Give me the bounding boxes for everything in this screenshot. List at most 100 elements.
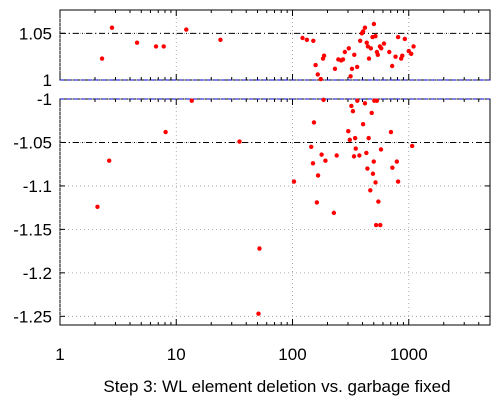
lower-data-point (350, 108, 356, 114)
upper-data-point (373, 33, 378, 39)
lower-data-point (371, 159, 376, 164)
lower-data-point (376, 199, 381, 204)
lower-data-point (346, 128, 351, 134)
lower-data-point (257, 246, 262, 251)
upper-data-point (389, 63, 395, 69)
upper-data-point (346, 46, 351, 51)
x-tick-label: 10 (167, 345, 186, 364)
upper-data-point (354, 64, 360, 70)
lower-data-point (315, 173, 321, 178)
upper-data-point (184, 27, 189, 32)
upper-data-point (218, 37, 223, 43)
upper-data-point (134, 40, 140, 45)
lower-data-point (319, 152, 324, 157)
upper-data-point (99, 56, 105, 61)
lower-data-point (355, 98, 360, 103)
lower-data-point (378, 147, 384, 152)
lower-data-point (369, 110, 374, 116)
lower-data-point (95, 204, 100, 209)
lower-data-point (314, 200, 320, 205)
lower-data-point (395, 179, 401, 184)
lower-data-point (353, 146, 358, 151)
lower-data-point (378, 222, 383, 228)
lower-data-point (351, 154, 357, 159)
lower-data-point (352, 135, 358, 141)
lower-data-point (321, 97, 326, 103)
lower-data-point (291, 179, 297, 184)
upper-data-point (368, 46, 374, 51)
x-tick-label: 100 (278, 345, 306, 364)
upper-data-point (364, 40, 369, 45)
upper-data-point (395, 34, 401, 40)
x-tick-label: 1 (55, 345, 64, 364)
lower-y-tick-label: -1.1 (23, 177, 52, 196)
upper-plot-frame (59, 9, 491, 81)
lower-data-point (366, 135, 371, 141)
upper-data-point (109, 25, 115, 30)
upper-data-point (352, 52, 357, 57)
upper-data-point (321, 53, 327, 58)
upper-data-point (315, 72, 320, 77)
lower-data-point (364, 150, 369, 156)
lower-data-point (374, 98, 380, 103)
lower-data-point (365, 166, 370, 171)
lower-y-tick-label: -1.05 (13, 133, 52, 152)
upper-data-point (387, 49, 392, 55)
x-axis: 1 10 100 1000 (55, 345, 427, 364)
upper-data-point (402, 36, 408, 42)
lower-data-point (331, 210, 337, 216)
upper-data-point (161, 44, 166, 49)
lower-data-point (360, 122, 366, 127)
lower-data-point (323, 158, 328, 163)
lower-data-point (373, 180, 378, 185)
x-tick-label: 1000 (390, 345, 428, 364)
upper-data-point (349, 66, 355, 72)
upper-data-point (342, 49, 348, 55)
lower-y-tick-label: -1.2 (23, 264, 52, 283)
x-axis-title: Step 3: WL element deletion vs. garbage … (103, 377, 450, 396)
lower-data-point (362, 101, 368, 106)
lower-data-point (394, 159, 400, 164)
upper-data-point (153, 44, 159, 49)
lower-data-point (309, 144, 314, 150)
upper-data-point (304, 37, 310, 43)
lower-data-point (370, 171, 376, 176)
lower-y-tick-label: -1.15 (13, 220, 52, 239)
upper-data-point (362, 25, 368, 30)
upper-data-point (357, 38, 363, 43)
upper-y-tick-label: 1 (43, 71, 52, 90)
upper-data-point (411, 44, 416, 49)
lower-data-point (256, 311, 261, 316)
lower-data-point (163, 129, 168, 135)
lower-y-tick-label: -1 (37, 90, 52, 109)
upper-data-point (340, 57, 346, 62)
upper-data-point (393, 54, 398, 59)
upper-data-point (381, 41, 387, 46)
lower-data-point (388, 129, 394, 135)
lower-data-point (373, 222, 379, 228)
lower-data-point (189, 98, 194, 103)
upper-data-point (379, 46, 384, 51)
upper-data-point (360, 29, 366, 34)
lower-data-point (310, 161, 316, 166)
upper-data-point (300, 35, 305, 41)
upper-panel: 11.05 (19, 9, 491, 90)
upper-data-point (318, 76, 323, 82)
lower-data-point (349, 103, 354, 109)
lower-y-tick-label: -1.25 (13, 307, 52, 326)
lower-data-point (237, 139, 242, 144)
upper-data-point (348, 74, 353, 79)
upper-y-tick-label: 1.05 (19, 24, 52, 43)
lower-plot-frame (59, 98, 491, 326)
lower-panel: -1 -1.05 -1.1 -1.15 -1.2 -1.25 (13, 90, 491, 326)
upper-data-point (366, 56, 372, 61)
lower-data-point (347, 137, 352, 143)
upper-data-point (409, 51, 414, 57)
upper-data-point (400, 53, 405, 58)
upper-data-point (371, 21, 377, 27)
upper-data-point (313, 62, 318, 68)
upper-data-point (375, 52, 381, 57)
lower-data-point (390, 165, 395, 170)
lower-data-point (409, 143, 415, 149)
